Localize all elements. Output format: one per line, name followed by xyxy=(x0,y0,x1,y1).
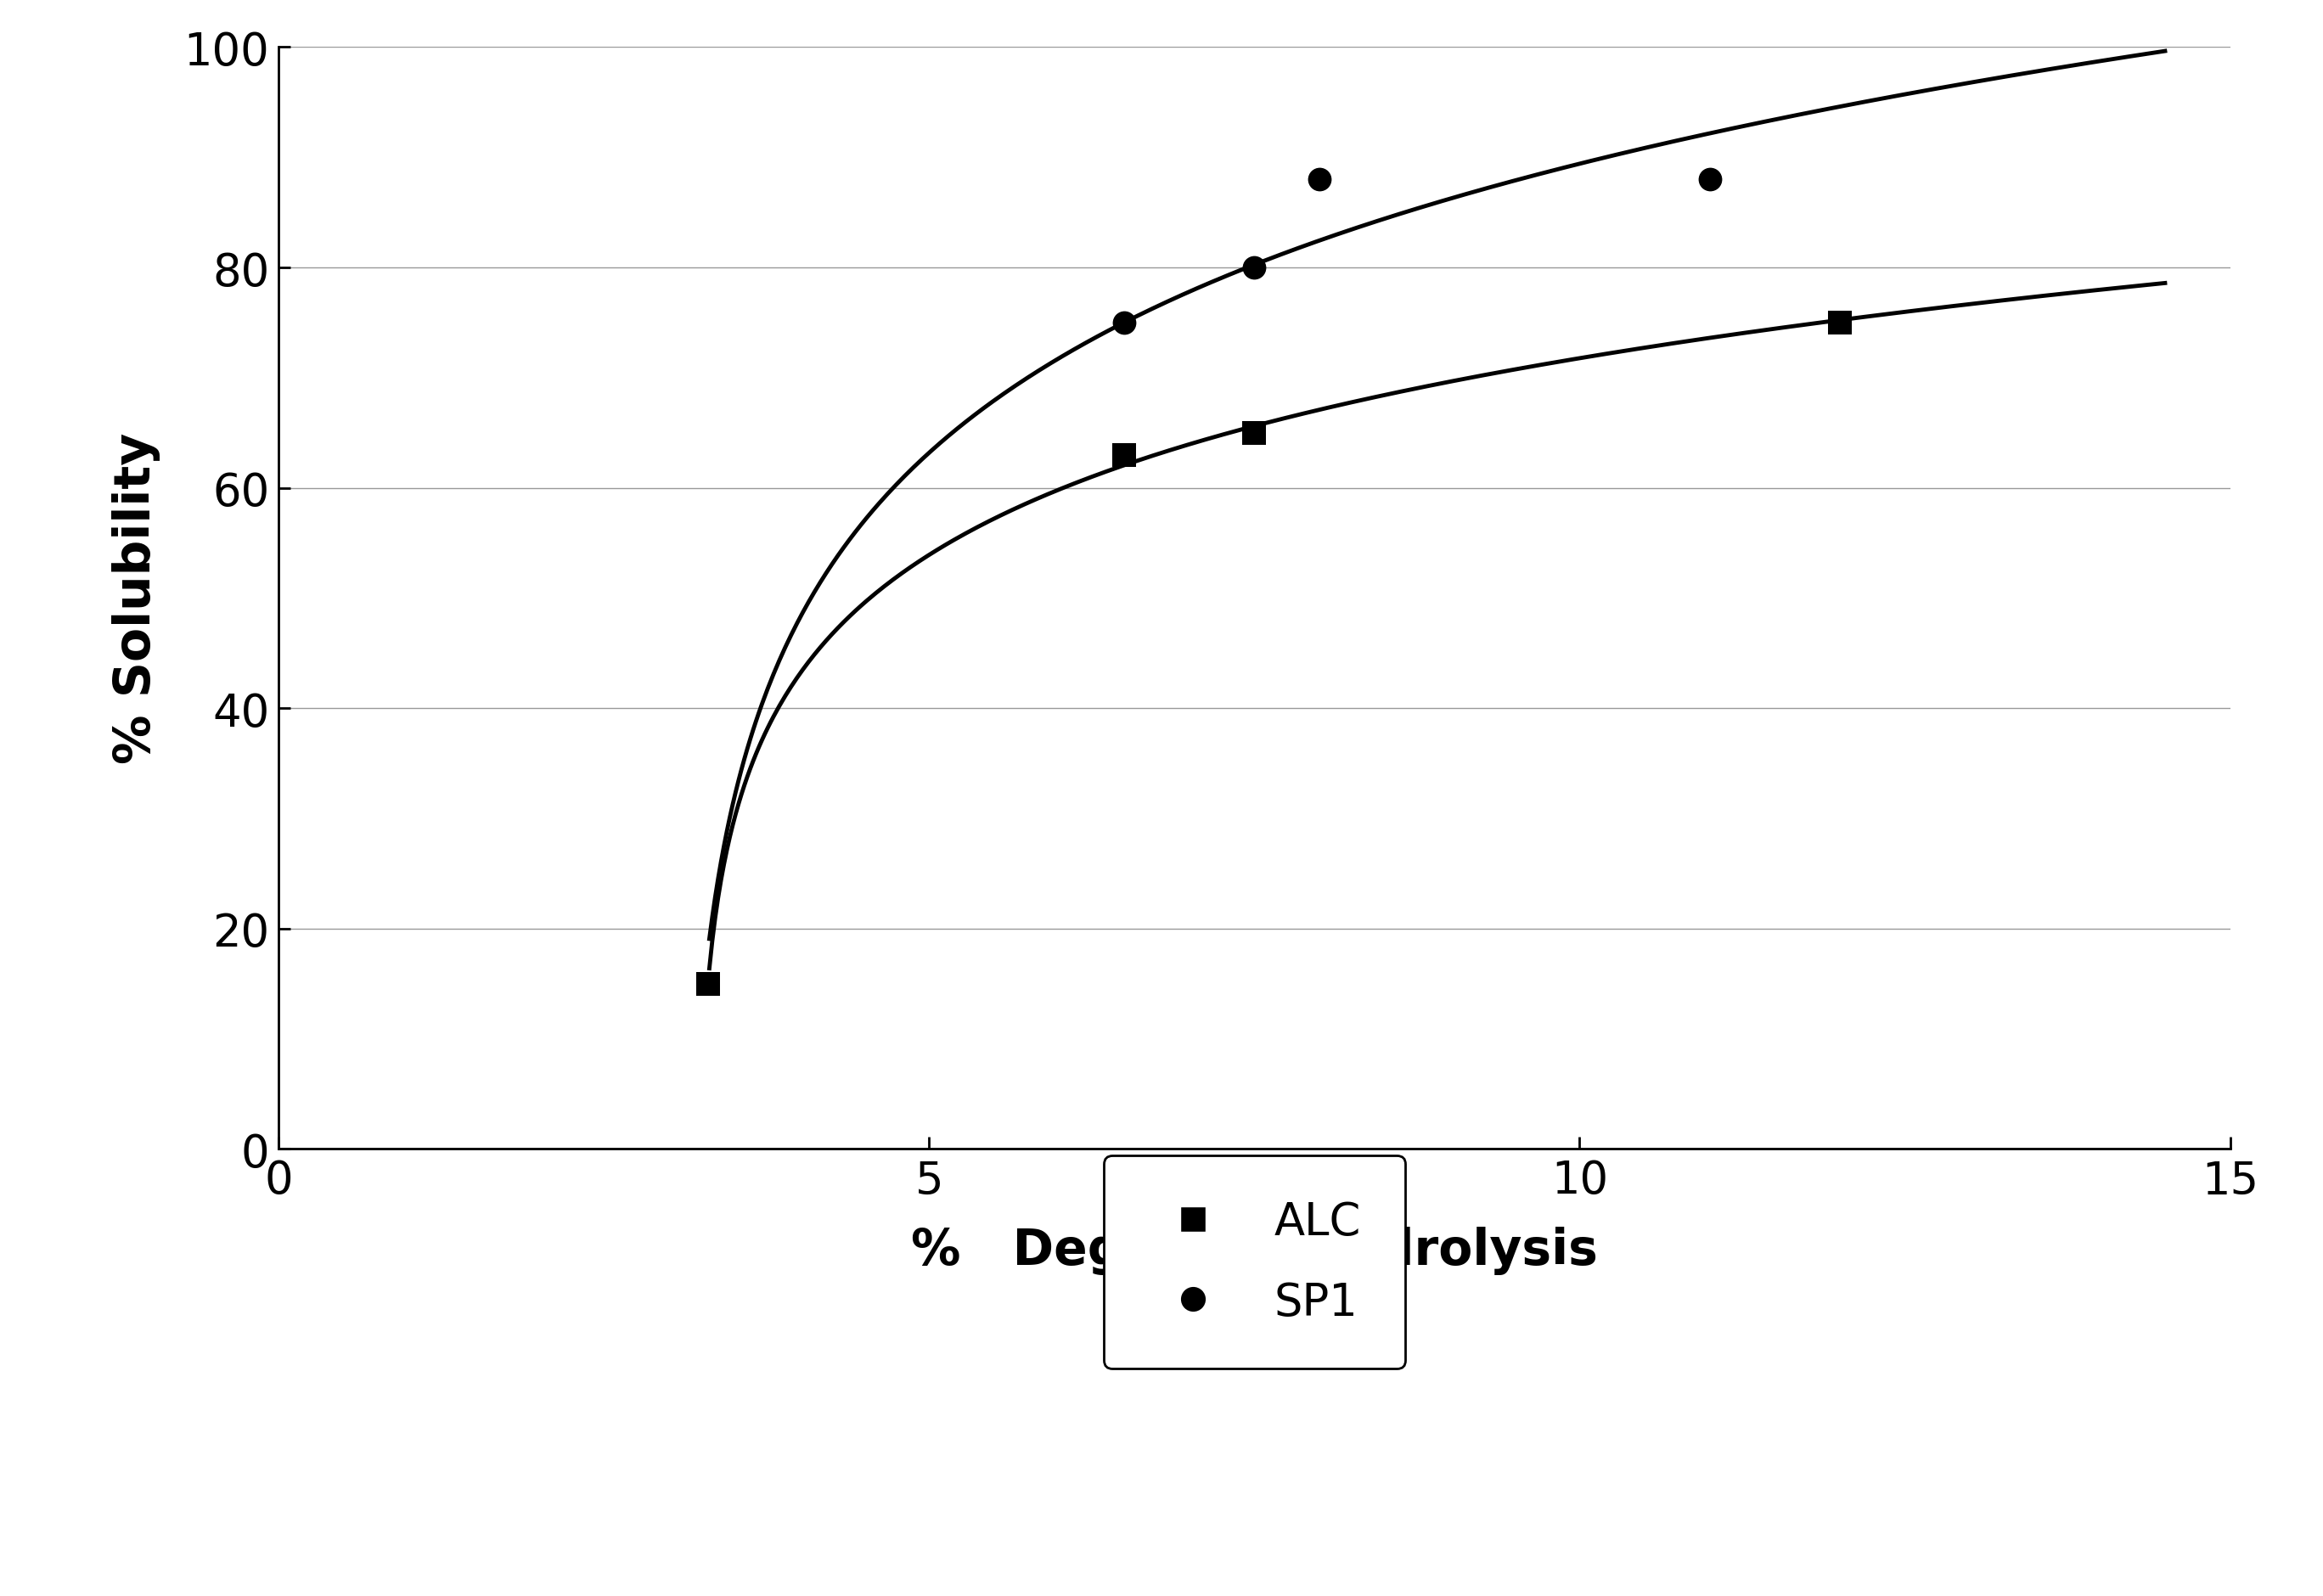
X-axis label: %   Degree of Hydrolysis: % Degree of Hydrolysis xyxy=(911,1226,1598,1275)
Point xyxy=(1821,310,1858,337)
Point xyxy=(1236,255,1273,281)
Legend: ALC, SP1: ALC, SP1 xyxy=(1103,1156,1405,1369)
Point xyxy=(1106,442,1143,468)
Point xyxy=(690,970,727,996)
Point xyxy=(1301,168,1338,193)
Y-axis label: % Solubility: % Solubility xyxy=(112,433,160,764)
Point xyxy=(1236,420,1273,445)
Point xyxy=(1691,168,1728,193)
Point xyxy=(1106,310,1143,337)
